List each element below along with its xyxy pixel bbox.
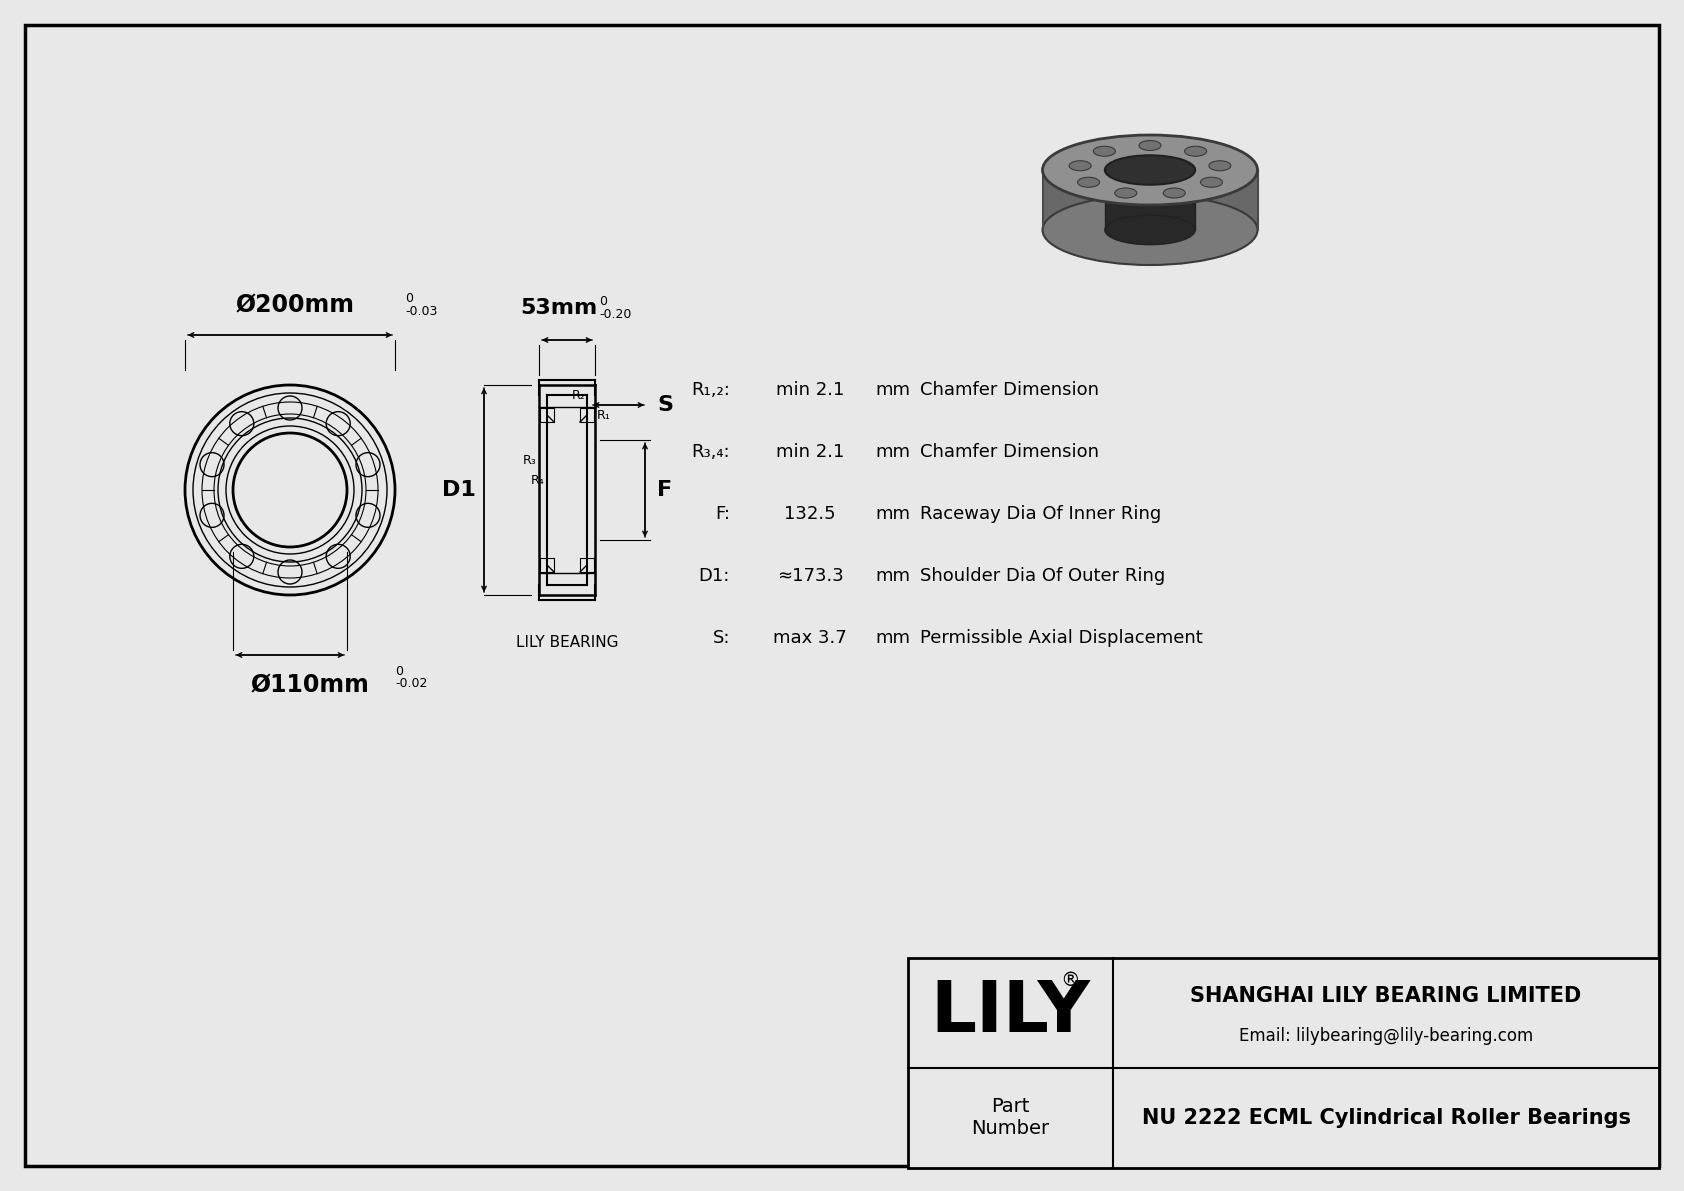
Polygon shape <box>1105 170 1196 230</box>
Text: S:: S: <box>712 629 729 647</box>
Ellipse shape <box>1201 177 1223 187</box>
Text: 0: 0 <box>404 292 413 305</box>
Text: Raceway Dia Of Inner Ring: Raceway Dia Of Inner Ring <box>919 505 1162 523</box>
Text: ≈173.3: ≈173.3 <box>776 567 844 585</box>
Text: mm: mm <box>876 443 909 461</box>
Bar <box>541 559 554 572</box>
Ellipse shape <box>1138 141 1160 150</box>
Text: F: F <box>657 480 672 500</box>
Ellipse shape <box>1078 177 1100 187</box>
Text: R₂: R₂ <box>573 389 586 403</box>
Text: Chamfer Dimension: Chamfer Dimension <box>919 443 1100 461</box>
Text: mm: mm <box>876 567 909 585</box>
Bar <box>908 958 1659 1168</box>
Text: LILY BEARING: LILY BEARING <box>515 635 618 650</box>
Text: min 2.1: min 2.1 <box>776 443 844 461</box>
Ellipse shape <box>1093 146 1115 156</box>
Polygon shape <box>1042 170 1258 230</box>
Text: Ø110mm: Ø110mm <box>251 673 369 697</box>
Text: 0: 0 <box>600 295 606 308</box>
Text: -0.20: -0.20 <box>600 308 632 322</box>
Text: R₁: R₁ <box>598 409 611 422</box>
Text: max 3.7: max 3.7 <box>773 629 847 647</box>
Ellipse shape <box>1115 188 1137 198</box>
Text: mm: mm <box>876 629 909 647</box>
Ellipse shape <box>1042 195 1258 266</box>
Ellipse shape <box>1105 216 1196 244</box>
Text: LILY: LILY <box>930 979 1090 1048</box>
Ellipse shape <box>1069 161 1091 170</box>
Text: R₄: R₄ <box>530 474 546 486</box>
Text: D1: D1 <box>443 480 477 500</box>
Text: SHANGHAI LILY BEARING LIMITED: SHANGHAI LILY BEARING LIMITED <box>1191 986 1581 1006</box>
Text: D1:: D1: <box>699 567 729 585</box>
Text: NU 2222 ECML Cylindrical Roller Bearings: NU 2222 ECML Cylindrical Roller Bearings <box>1142 1108 1630 1128</box>
Text: S: S <box>657 395 674 414</box>
Ellipse shape <box>1209 161 1231 170</box>
Text: Part
Number: Part Number <box>972 1097 1049 1139</box>
Text: Shoulder Dia Of Outer Ring: Shoulder Dia Of Outer Ring <box>919 567 1165 585</box>
Text: F:: F: <box>716 505 729 523</box>
Text: 132.5: 132.5 <box>785 505 835 523</box>
Ellipse shape <box>1105 155 1196 185</box>
Text: Chamfer Dimension: Chamfer Dimension <box>919 381 1100 399</box>
Bar <box>579 409 594 422</box>
Ellipse shape <box>1164 188 1186 198</box>
Ellipse shape <box>1042 135 1258 205</box>
Bar <box>541 409 554 422</box>
Text: Permissible Axial Displacement: Permissible Axial Displacement <box>919 629 1202 647</box>
Text: -0.02: -0.02 <box>396 676 428 690</box>
Text: R₃: R₃ <box>524 454 537 467</box>
Text: mm: mm <box>876 505 909 523</box>
Text: ®: ® <box>1061 971 1079 990</box>
Text: min 2.1: min 2.1 <box>776 381 844 399</box>
Ellipse shape <box>1184 146 1207 156</box>
Text: 53mm: 53mm <box>520 298 598 318</box>
Text: -0.03: -0.03 <box>404 305 438 318</box>
Text: R₃,₄:: R₃,₄: <box>692 443 729 461</box>
Bar <box>579 559 594 572</box>
Text: Ø200mm: Ø200mm <box>236 293 355 317</box>
Text: R₁,₂:: R₁,₂: <box>690 381 729 399</box>
Text: mm: mm <box>876 381 909 399</box>
Text: 0: 0 <box>396 665 402 678</box>
Text: Email: lilybearing@lily-bearing.com: Email: lilybearing@lily-bearing.com <box>1239 1027 1532 1045</box>
